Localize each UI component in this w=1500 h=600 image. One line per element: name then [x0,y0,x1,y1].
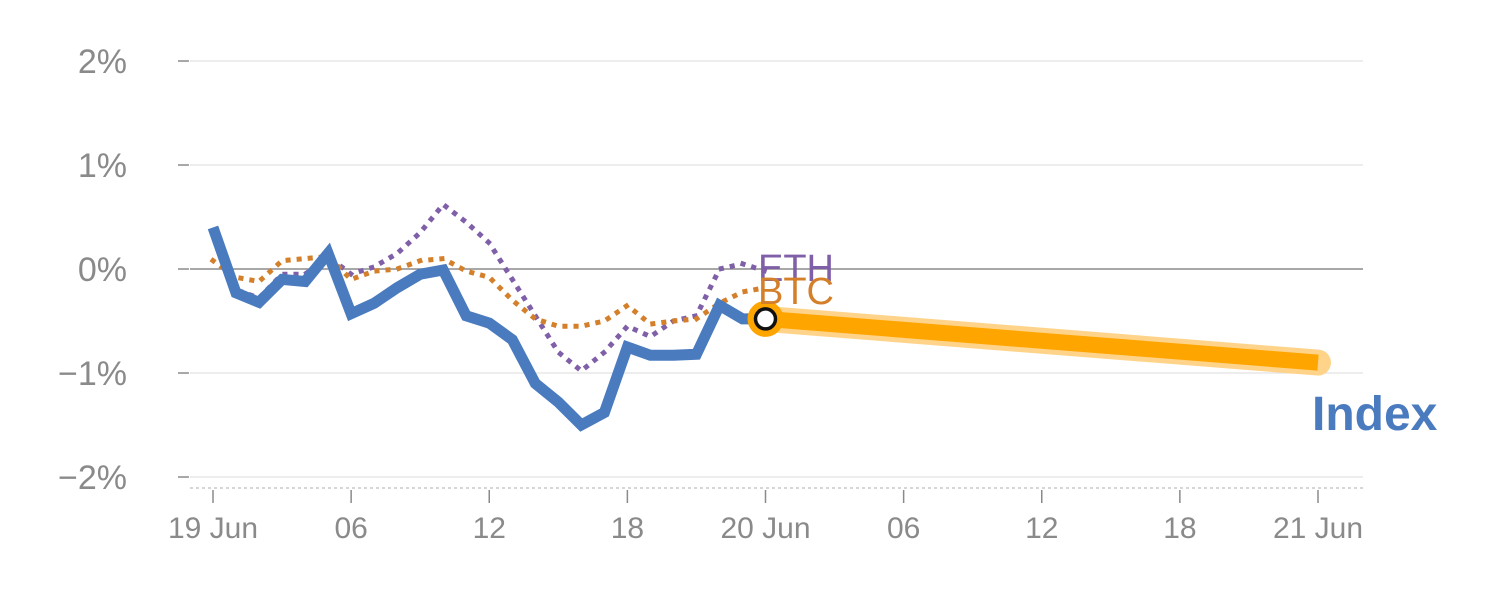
x-tick-label: 12 [473,512,506,545]
x-tick-label: 20 Jun [720,512,810,545]
x-axis: 19 Jun 06 12 18 20 Jun 06 12 18 21 Jun [168,487,1363,545]
x-tick-label: 18 [611,512,644,545]
eth-label: ETH [758,248,834,290]
btc-line [209,254,769,329]
series-lines [207,202,1331,432]
y-tick-label: 1% [78,147,127,185]
eth-line [209,202,769,374]
current-point [747,300,784,337]
index-label: Index [1312,388,1438,441]
y-tick-label: 0% [78,251,127,289]
x-tick-label: 19 Jun [168,512,258,545]
y-tick-label: −1% [58,355,127,393]
btc-label: BTC [758,271,834,313]
y-tick-label: 2% [78,43,127,81]
y-tick-label: −2% [58,459,127,497]
x-tick-label: 21 Jun [1273,512,1363,545]
index-line [207,225,766,432]
projection-line [764,310,1319,371]
x-tick-label: 06 [334,512,367,545]
x-tick-label: 18 [1163,512,1196,545]
marker-inner [753,307,778,331]
y-axis: 2% 1% 0% −1% −2% [58,43,189,497]
x-tick-label: 06 [887,512,920,545]
x-tick-label: 12 [1025,512,1058,545]
